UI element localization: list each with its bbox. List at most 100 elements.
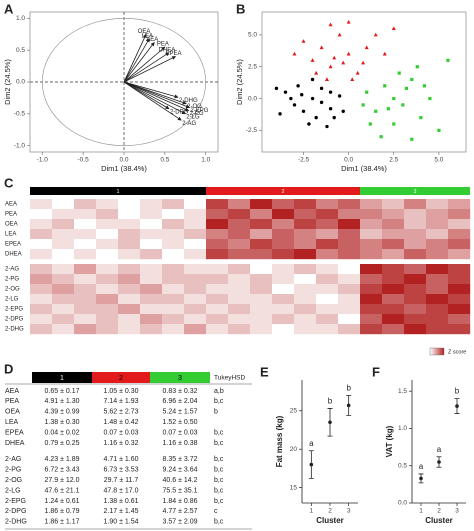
row-label: 2-AG bbox=[5, 267, 19, 273]
heat-cell bbox=[294, 294, 317, 305]
point bbox=[373, 32, 378, 37]
y-axis-label: Fat mass (kg) bbox=[275, 415, 284, 467]
table-cell: b,c bbox=[214, 429, 224, 436]
heat-cell bbox=[228, 219, 251, 230]
table-cell: 4.91 ± 1.30 bbox=[45, 398, 80, 405]
loading-arrow bbox=[123, 33, 147, 83]
heat-cell bbox=[96, 284, 119, 295]
table-cell: 6.73 ± 3.53 bbox=[104, 467, 139, 474]
heat-cell bbox=[96, 229, 119, 240]
heat-cell bbox=[140, 294, 163, 305]
heat-cell bbox=[360, 274, 383, 285]
heat-cell bbox=[272, 209, 295, 220]
point bbox=[324, 77, 329, 81]
heat-cell bbox=[74, 324, 97, 335]
heat-cell bbox=[140, 209, 163, 220]
cluster-label: 2 bbox=[282, 189, 285, 195]
table-cell: 1.38 ± 0.61 bbox=[104, 498, 139, 505]
heat-cell bbox=[52, 264, 75, 275]
heat-cell bbox=[140, 264, 163, 275]
arrow-label: 2-DHG bbox=[179, 98, 198, 104]
table-cell: 3.57 ± 2.09 bbox=[163, 519, 198, 526]
point bbox=[278, 112, 282, 116]
table-cell: 1.16 ± 0.38 bbox=[163, 440, 198, 447]
heat-cell bbox=[426, 264, 449, 275]
heat-cell bbox=[74, 274, 97, 285]
point bbox=[361, 60, 366, 65]
arrow-label: LEA bbox=[142, 33, 153, 39]
table-cell: b,c bbox=[214, 487, 224, 494]
point bbox=[314, 70, 319, 75]
heat-cell bbox=[52, 219, 75, 230]
heat-cell bbox=[30, 284, 53, 295]
heat-cell bbox=[360, 219, 383, 230]
point bbox=[325, 124, 329, 129]
heat-cell bbox=[96, 249, 119, 260]
heat-cell bbox=[272, 284, 295, 295]
heat-cell bbox=[294, 274, 317, 285]
point bbox=[392, 122, 396, 126]
heat-cell bbox=[30, 209, 53, 220]
row-label: 2-DHG bbox=[5, 327, 24, 333]
heat-cell bbox=[206, 239, 229, 250]
heat-cell bbox=[404, 229, 427, 240]
heat-cell bbox=[404, 324, 427, 335]
point bbox=[310, 58, 315, 62]
heat-cell bbox=[316, 324, 339, 335]
color-scale-label: Z score bbox=[448, 349, 466, 355]
x-tick-label: 1.0 bbox=[201, 157, 210, 164]
heat-cell bbox=[118, 264, 141, 275]
loading-arrow bbox=[123, 52, 170, 83]
heat-cell bbox=[140, 239, 163, 250]
header-cell bbox=[150, 372, 210, 383]
point bbox=[422, 84, 427, 88]
x-tick-label: 0.5 bbox=[160, 157, 169, 164]
heat-cell bbox=[338, 324, 361, 335]
heat-cell bbox=[74, 209, 97, 220]
arrow-label: DHEA bbox=[159, 47, 176, 53]
heat-cell bbox=[360, 249, 383, 260]
heat-cell bbox=[360, 264, 383, 275]
arrow-label: 2-AG bbox=[182, 121, 196, 127]
heat-cell bbox=[118, 239, 141, 250]
table-cell: EPEA bbox=[5, 429, 24, 436]
heat-cell bbox=[118, 249, 141, 260]
heat-cell bbox=[382, 239, 405, 250]
heat-cell bbox=[404, 249, 427, 260]
y-axis-label: Dim2 (24.5%) bbox=[235, 59, 244, 105]
heat-cell bbox=[250, 199, 273, 210]
header-cell bbox=[92, 372, 150, 383]
heat-cell bbox=[74, 314, 97, 325]
heat-cell bbox=[30, 304, 53, 315]
heat-cell bbox=[184, 264, 207, 275]
heat-cell bbox=[338, 294, 361, 305]
table-cell: 0.79 ± 0.25 bbox=[45, 440, 80, 447]
table-cell: 27.9 ± 12.0 bbox=[45, 477, 80, 484]
heat-cell bbox=[96, 314, 119, 325]
heat-cell bbox=[360, 284, 383, 295]
point bbox=[397, 71, 401, 75]
heat-cell bbox=[74, 199, 97, 210]
point bbox=[341, 109, 345, 113]
table-cell: 5.24 ± 1.57 bbox=[163, 409, 198, 416]
heat-cell bbox=[338, 249, 361, 260]
heat-cell bbox=[184, 294, 207, 305]
point bbox=[410, 137, 414, 141]
heat-cell bbox=[404, 274, 427, 285]
heat-cell bbox=[250, 209, 273, 220]
heat-cell bbox=[294, 304, 317, 315]
heat-cell bbox=[316, 274, 339, 285]
point bbox=[392, 96, 396, 101]
heat-cell bbox=[448, 229, 471, 240]
table-cell: b,c bbox=[214, 498, 224, 505]
heat-cell bbox=[184, 274, 207, 285]
heat-cell bbox=[426, 314, 449, 325]
cluster-bar bbox=[206, 187, 360, 195]
point bbox=[346, 51, 351, 56]
heat-cell bbox=[118, 304, 141, 315]
heat-cell bbox=[448, 324, 471, 335]
heat-cell bbox=[316, 209, 339, 220]
heat-cell bbox=[426, 284, 449, 295]
heat-cell bbox=[74, 219, 97, 230]
arrow-label: EPEA bbox=[165, 51, 181, 57]
